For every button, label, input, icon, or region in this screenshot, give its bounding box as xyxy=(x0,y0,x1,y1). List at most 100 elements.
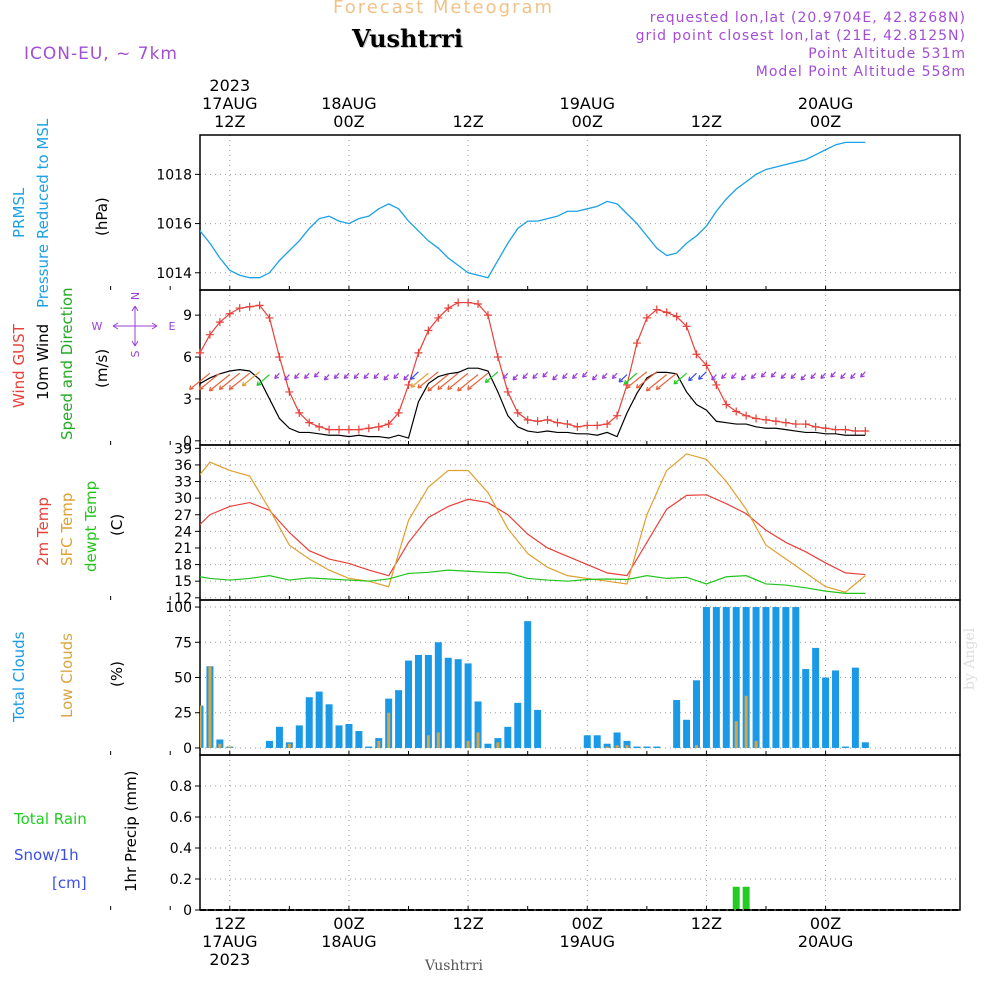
wind-direction-arrow xyxy=(437,372,459,390)
wind-arrow-head xyxy=(673,379,679,385)
gust-marker xyxy=(563,420,572,429)
wind-direction-arrow xyxy=(410,371,419,380)
gust-marker xyxy=(613,411,622,420)
ytick-label-2: 21 xyxy=(174,541,192,557)
wind-arrow-head xyxy=(218,385,224,391)
low-cloud-bar xyxy=(228,746,232,748)
wind-side-text-2: Speed and Direction xyxy=(58,287,76,440)
ytick-label-4: 0.2 xyxy=(170,872,192,888)
wind-arrow-head xyxy=(373,374,379,380)
wind-arrow-head xyxy=(552,375,557,381)
total-cloud-bar xyxy=(200,705,204,748)
total-cloud-bar xyxy=(593,735,601,748)
gust-marker xyxy=(702,361,711,370)
wind-direction-arrow xyxy=(457,374,479,392)
low-cloud-bar xyxy=(754,740,758,748)
ytick-label-4: 0.8 xyxy=(170,779,192,795)
ytick-label-2: 30 xyxy=(174,491,192,507)
wind-arrow-head xyxy=(562,374,567,380)
gust-marker xyxy=(493,353,502,362)
total-cloud-bar xyxy=(524,621,532,748)
footer-location: Vushtrri xyxy=(425,958,483,974)
wind-arrow-head xyxy=(760,372,766,378)
total-cloud-bar xyxy=(534,709,542,748)
wind-direction-arrow xyxy=(219,372,241,390)
total-cloud-bar xyxy=(643,746,651,748)
total-cloud-bar xyxy=(712,607,720,748)
gust-marker xyxy=(771,417,780,426)
total-cloud-bar xyxy=(355,731,363,748)
low-cloud-bar xyxy=(625,745,629,748)
wind-arrow-head xyxy=(711,375,716,381)
wind-arrow-head xyxy=(502,374,508,380)
gust-marker xyxy=(414,348,423,357)
wind-arrow-head xyxy=(688,376,693,382)
gust-marker xyxy=(831,425,840,434)
top-date-label: 20AUG xyxy=(798,94,853,113)
ytick-label-2: 39 xyxy=(174,441,192,457)
wind-arrow-head xyxy=(790,374,796,380)
top-hour-label: 12Z xyxy=(691,112,722,131)
gust-marker xyxy=(483,311,492,320)
ytick-label-2: 36 xyxy=(174,458,192,474)
total-cloud-bar xyxy=(266,740,274,748)
gust-marker xyxy=(444,304,453,313)
ytick-label-2: 12 xyxy=(174,591,192,607)
gust-marker xyxy=(523,415,532,424)
total-cloud-bar xyxy=(325,704,333,748)
wind-arrow-head xyxy=(457,386,462,392)
model-point-altitude: Model Point Altitude 558m xyxy=(755,64,966,80)
gust-marker xyxy=(791,420,800,429)
gust-marker xyxy=(265,313,274,322)
gust-marker xyxy=(434,313,443,322)
wind-arrow-head xyxy=(860,372,865,378)
wind-arrow-head xyxy=(303,374,309,380)
total-cloud-bar xyxy=(603,743,611,748)
bottom-hour-label: 00Z xyxy=(810,914,841,933)
gust-marker xyxy=(732,407,741,416)
total-cloud-bar xyxy=(484,743,492,748)
total-cloud-bar xyxy=(683,719,691,748)
wind-arrow-head xyxy=(417,383,423,389)
cloud-side-label-2: (%) xyxy=(108,661,126,687)
ytick-label-1: 6 xyxy=(183,350,192,366)
gust-marker xyxy=(305,418,314,427)
wind-arrow-head xyxy=(542,372,548,378)
wind-arrow-head xyxy=(601,374,607,380)
ytick-label-0: 1016 xyxy=(156,217,192,233)
wind-arrow-head xyxy=(343,374,349,380)
requested-coordinates: requested lon,lat (20.9704E, 42.8268N) xyxy=(649,10,966,26)
temp-side-label-0: 2m Temp xyxy=(34,497,52,566)
low-cloud-bar xyxy=(200,705,202,748)
wind-arrow-head xyxy=(800,375,806,381)
ytick-label-1: 3 xyxy=(183,392,192,408)
wind-arrow-head xyxy=(241,381,247,387)
ytick-label-0: 1014 xyxy=(156,266,192,282)
bottom-date-label: 17AUG xyxy=(202,932,257,951)
top-hour-label: 00Z xyxy=(572,112,603,131)
wind-direction-arrow xyxy=(626,371,648,389)
compass-e: E xyxy=(169,320,176,333)
ytick-label-3: 75 xyxy=(174,635,192,651)
total-cloud-bar xyxy=(832,670,840,748)
cloud-side-text-1: Low Clouds xyxy=(58,633,76,718)
ytick-label-3: 25 xyxy=(174,706,192,722)
rain-bar xyxy=(742,886,750,910)
cloud-side-label-0: Total Clouds xyxy=(10,631,28,723)
total-cloud-bar xyxy=(822,677,830,748)
wind-direction-arrow xyxy=(228,372,251,390)
gust-marker xyxy=(235,304,244,313)
gust-marker xyxy=(503,387,512,396)
series-temp-2 xyxy=(200,569,866,594)
temp-side-text-0: 2m Temp xyxy=(34,497,52,566)
wind-arrow-head xyxy=(198,385,204,391)
low-cloud-bar xyxy=(605,746,609,748)
wind-arrow-head xyxy=(820,374,826,380)
total-cloud-bar xyxy=(812,647,820,748)
top-hour-label: 00Z xyxy=(333,112,364,131)
total-cloud-bar xyxy=(613,732,621,748)
low-cloud-bar xyxy=(287,743,291,748)
precip-side-label: 1hr Precip (mm) xyxy=(122,771,140,892)
ytick-label-0: 1018 xyxy=(156,167,192,183)
compass-w: W xyxy=(92,320,103,333)
